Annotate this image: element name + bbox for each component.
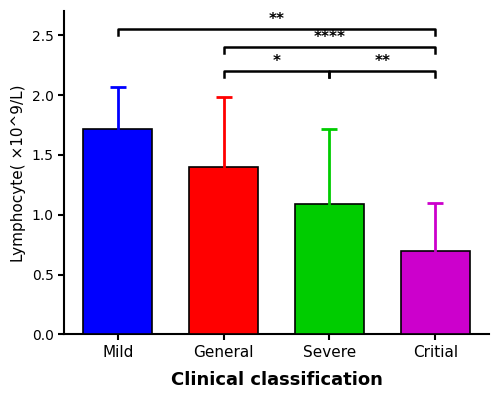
Bar [295,204,364,334]
X-axis label: Clinical classification: Clinical classification [170,371,382,389]
Text: *: * [272,54,280,69]
Bar [84,128,152,334]
Bar [189,167,258,334]
Text: **: ** [374,54,390,69]
Text: **: ** [268,12,284,27]
Bar [401,250,469,334]
Text: ****: **** [314,30,346,45]
Y-axis label: Lymphocyte( ×10^9/L): Lymphocyte( ×10^9/L) [11,84,26,262]
